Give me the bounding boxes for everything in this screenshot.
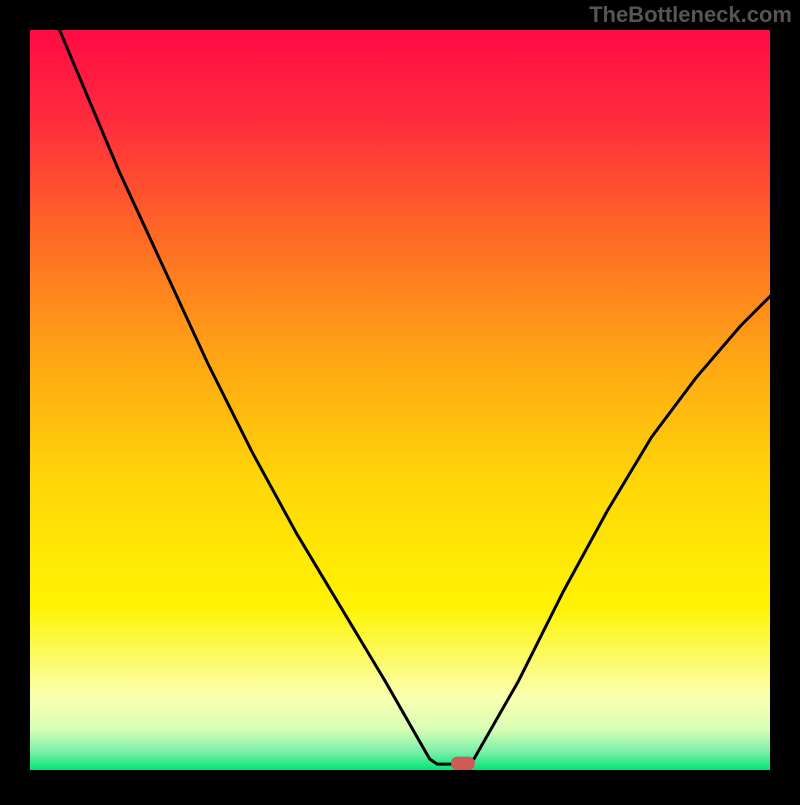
- figure-root: TheBottleneck.com: [0, 0, 800, 800]
- plot-background: [30, 30, 770, 770]
- optimum-marker: [451, 757, 475, 770]
- watermark-text: TheBottleneck.com: [589, 2, 792, 28]
- chart-svg: [0, 0, 800, 800]
